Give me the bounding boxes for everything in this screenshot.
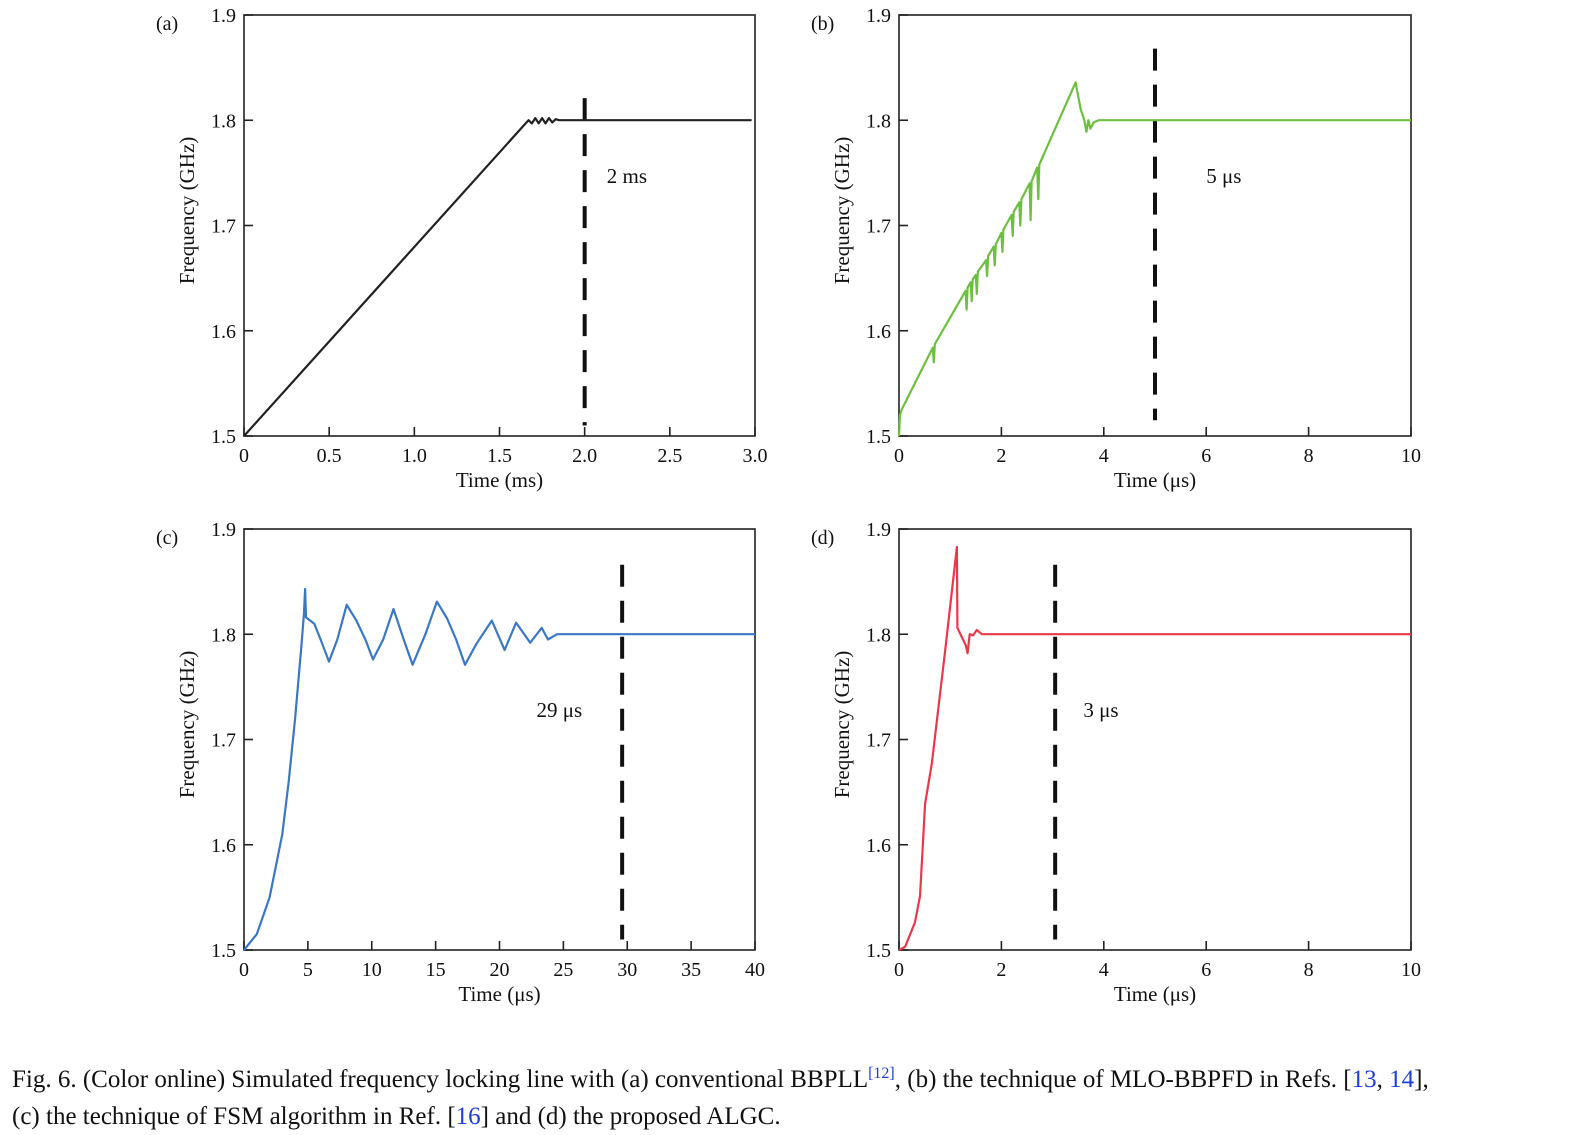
x-tick-label: 0 <box>239 445 249 467</box>
x-tick-label: 2 <box>996 959 1006 981</box>
x-tick-label: 10 <box>1401 445 1421 467</box>
reference-link-14[interactable]: 14 <box>1389 1066 1415 1093</box>
x-tick-label: 8 <box>1304 445 1314 467</box>
frequency-series-line <box>898 545 1411 951</box>
x-tick-label: 1.0 <box>402 445 427 467</box>
x-tick-label: 35 <box>681 959 701 981</box>
y-tick-label: 1.9 <box>211 519 236 541</box>
x-tick-label: 2 <box>996 445 1006 467</box>
y-tick-label: 1.5 <box>211 940 236 962</box>
x-axis-label: Time (μs) <box>1114 468 1196 492</box>
x-tick-label: 20 <box>490 959 510 981</box>
y-tick-label: 1.5 <box>866 426 891 448</box>
plot-frame <box>243 14 756 437</box>
x-tick-label: 6 <box>1201 959 1211 981</box>
lock-time-annotation: 29 μs <box>537 698 583 722</box>
y-tick-label: 1.6 <box>866 321 891 343</box>
y-tick-label: 1.6 <box>211 321 236 343</box>
chart-panel-d: 1.5 1.6 1.7 1.8 1.9 0 2 4 6 8 10 Time (μs) Frequency… <box>811 519 1421 1006</box>
x-axis-label: Time (μs) <box>458 982 540 1006</box>
caption-text: , (b) the technique of MLO-BBPFD in Refs… <box>894 1066 1352 1093</box>
chart-panel-b: 1.5 1.6 1.7 1.8 1.9 0 2 4 6 8 10 Time (μs) Frequency… <box>811 5 1421 492</box>
reference-link-16[interactable]: 16 <box>455 1103 481 1130</box>
y-tick-label: 1.8 <box>866 624 891 646</box>
caption-text: ] and (d) the proposed ALGC. <box>480 1103 781 1130</box>
y-tick-label: 1.9 <box>866 5 891 27</box>
y-tick-label: 1.9 <box>866 519 891 541</box>
x-tick-label: 2.5 <box>657 445 682 467</box>
x-tick-label: 10 <box>1401 959 1421 981</box>
y-tick-label: 1.7 <box>866 730 891 752</box>
y-tick-label: 1.5 <box>866 940 891 962</box>
caption-text: (c) the technique of FSM algorithm in Re… <box>12 1103 456 1130</box>
chart-panel-c: 1.5 1.6 1.7 1.8 1.9 0 5 10 15 20 25 30 35 40 Time (μs)… <box>156 519 765 1006</box>
y-tick-label: 1.7 <box>211 730 236 752</box>
lock-time-annotation: 3 μs <box>1083 698 1118 722</box>
x-axis-label: Time (ms) <box>456 468 543 492</box>
x-tick-label: 5 <box>303 959 313 981</box>
frequency-series-line <box>243 116 752 437</box>
lock-time-annotation: 5 μs <box>1206 164 1241 188</box>
y-tick-label: 1.8 <box>866 110 891 132</box>
panel-label: (c) <box>156 527 178 549</box>
y-tick-label: 1.7 <box>866 216 891 238</box>
y-tick-label: 1.5 <box>211 426 236 448</box>
x-tick-label: 30 <box>617 959 637 981</box>
y-axis-label: Frequency (GHz) <box>175 137 199 285</box>
figure: 1.5 1.6 1.7 1.8 1.9 0 0.5 1.0 1.5 2.0 2.5 3.0 Time (… <box>156 5 1421 1006</box>
x-axis-label: Time (μs) <box>1114 982 1196 1006</box>
panel-label: (d) <box>811 527 834 549</box>
figure-caption: Fig. 6. (Color online) Simulated frequen… <box>12 1055 1429 1135</box>
caption-text: Fig. 6. (Color online) Simulated frequen… <box>12 1066 869 1093</box>
y-tick-label: 1.7 <box>211 216 236 238</box>
plot-frame <box>898 528 1412 951</box>
y-tick-label: 1.9 <box>211 5 236 27</box>
caption-text: ], <box>1414 1066 1429 1093</box>
y-tick-label: 1.6 <box>866 835 891 857</box>
y-axis-label: Frequency (GHz) <box>830 137 854 285</box>
x-tick-label: 6 <box>1201 445 1211 467</box>
panel-label: (b) <box>811 13 834 35</box>
y-tick-label: 1.8 <box>211 624 236 646</box>
caption-line-2: (c) the technique of FSM algorithm in Re… <box>12 1098 1429 1135</box>
x-tick-label: 3.0 <box>743 445 768 467</box>
frequency-series-line <box>243 587 755 951</box>
x-tick-label: 40 <box>745 959 765 981</box>
chart-panel-a: 1.5 1.6 1.7 1.8 1.9 0 0.5 1.0 1.5 2.0 2.5 3.0 Time (… <box>156 5 768 492</box>
y-tick-label: 1.6 <box>211 835 236 857</box>
y-axis-label: Frequency (GHz) <box>175 651 199 799</box>
frequency-series-line <box>897 81 1411 437</box>
plot-frame <box>243 528 756 951</box>
caption-text: , <box>1376 1066 1390 1093</box>
x-tick-label: 0 <box>239 959 249 981</box>
reference-link-13[interactable]: 13 <box>1351 1066 1377 1093</box>
y-axis-label: Frequency (GHz) <box>830 651 854 799</box>
x-tick-label: 4 <box>1099 959 1109 981</box>
x-tick-label: 0.5 <box>317 445 342 467</box>
x-tick-label: 15 <box>426 959 446 981</box>
caption-line-1: Fig. 6. (Color online) Simulated frequen… <box>12 1055 1429 1098</box>
x-tick-label: 10 <box>362 959 382 981</box>
x-tick-label: 0 <box>894 959 904 981</box>
lock-time-annotation: 2 ms <box>607 164 647 188</box>
panel-label: (a) <box>156 13 178 35</box>
x-tick-label: 4 <box>1099 445 1109 467</box>
x-tick-label: 2.0 <box>572 445 597 467</box>
x-tick-label: 8 <box>1304 959 1314 981</box>
reference-link-12[interactable]: [12] <box>868 1065 895 1082</box>
x-tick-label: 25 <box>553 959 573 981</box>
x-tick-label: 0 <box>894 445 904 467</box>
x-tick-label: 1.5 <box>487 445 512 467</box>
y-tick-label: 1.8 <box>211 110 236 132</box>
